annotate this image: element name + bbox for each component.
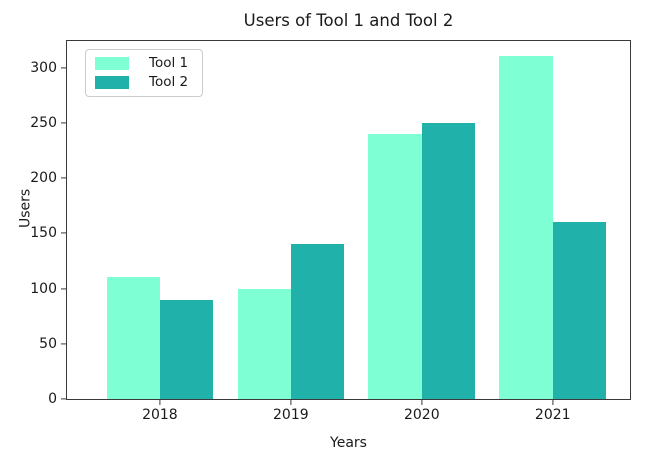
bar-tool-1-2020 (368, 133, 422, 399)
chart-title: Users of Tool 1 and Tool 2 (243, 11, 454, 30)
bar-tool-1-2021 (499, 56, 553, 399)
legend-swatch-icon (95, 57, 129, 71)
y-tick-mark (61, 398, 66, 400)
y-tick-mark (61, 66, 66, 69)
legend-label: Tool 2 (149, 73, 189, 90)
bar-tool-2-2018 (159, 299, 214, 399)
x-tick-label: 2021 (534, 407, 571, 423)
x-tick-mark (421, 400, 423, 405)
bar-tool-2-2020 (421, 122, 476, 399)
bar-tool-1-2018 (106, 277, 160, 399)
legend-item-tool-2: Tool 2 (95, 73, 189, 90)
bar-tool-2-2021 (552, 222, 607, 399)
y-tick-mark (61, 287, 66, 290)
x-tick-label: 2019 (273, 407, 309, 423)
y-tick-mark (61, 177, 66, 179)
x-tick-label: 2020 (403, 407, 440, 423)
y-tick-label: 0 (48, 391, 57, 407)
bar-tool-1-2019 (237, 288, 291, 399)
bar-tool-2-2019 (290, 244, 345, 399)
legend-item-tool-1: Tool 1 (95, 55, 189, 71)
legend: Tool 1 Tool 2 (85, 49, 204, 97)
x-tick-label: 2018 (142, 407, 178, 423)
y-axis-label: Users (17, 188, 34, 228)
legend-swatch-icon (95, 75, 129, 89)
y-tick-label: 50 (39, 335, 57, 352)
x-tick-mark (552, 400, 554, 405)
y-tick-label: 250 (30, 114, 57, 131)
y-tick-label: 200 (30, 170, 57, 186)
x-tick-mark (290, 400, 292, 405)
legend-label: Tool 1 (149, 55, 189, 71)
y-tick-label: 300 (30, 59, 57, 76)
x-axis-label: Years (330, 435, 367, 451)
y-tick-label: 100 (30, 280, 57, 297)
y-tick-label: 150 (30, 225, 57, 242)
plot-area: 0 50 100 150 200 250 300 2018 2019 2020 2021 Tool… (30, 40, 631, 422)
y-tick-mark (61, 343, 66, 345)
x-tick-mark (159, 400, 161, 405)
y-tick-mark (61, 122, 66, 124)
y-tick-mark (61, 232, 66, 234)
